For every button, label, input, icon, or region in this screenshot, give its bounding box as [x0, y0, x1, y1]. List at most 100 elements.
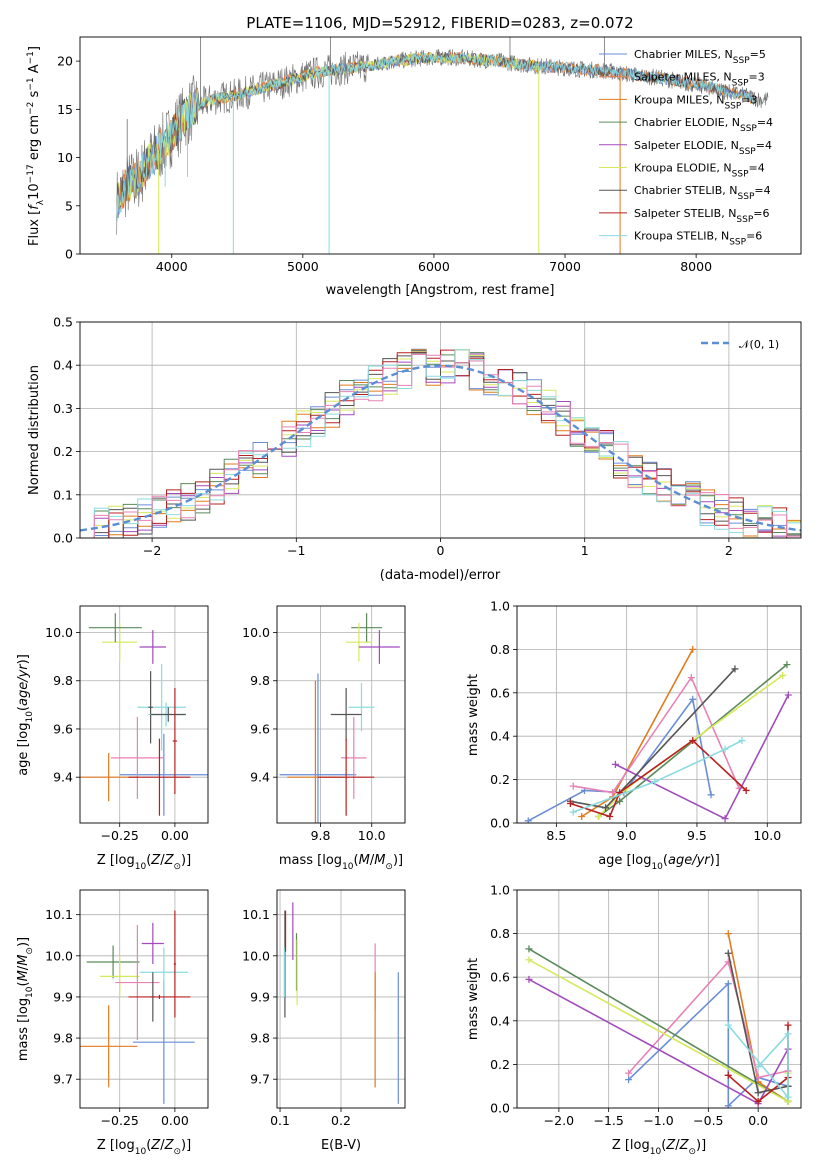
y-tick-label: 0 [65, 247, 73, 262]
legend-entry: Kroupa ELODIE, NSSP=4 [634, 162, 765, 180]
y-axis-label-part: s [27, 90, 42, 101]
weight-vs-age-panel: 8.5 9.0 9.5 10.0 0.0 0.2 0.4 0.6 0.8 1.0 age [log1… [466, 599, 802, 872]
y-tick-label: 10 [57, 150, 73, 165]
series-marker [651, 778, 659, 786]
x-tick-label: −1.5 [593, 1113, 623, 1128]
model-spectrum-line [116, 52, 755, 221]
legend-entry: Salpeter ELODIE, NSSP=4 [634, 139, 772, 157]
series-marker [754, 1097, 762, 1105]
y-tick-label: 0.4 [490, 729, 510, 744]
x-axis-label-part: )] [710, 853, 720, 868]
axes-frame [79, 889, 209, 1109]
x-axis-label-part: )] [181, 853, 191, 868]
x-axis-label-part: 10 [650, 1147, 662, 1157]
x-axis-label-part: ( [663, 853, 668, 868]
y-axis-label-part: ] [27, 46, 42, 51]
errorbar-group [279, 613, 400, 823]
x-axis-label-part: Z [150, 853, 161, 868]
x-axis-label-part: / [675, 1138, 680, 1153]
series-line [572, 739, 743, 813]
x-axis-label-part: 10 [135, 1147, 147, 1157]
y-tick-label: 5 [65, 198, 73, 213]
x-axis-label-part: 10 [342, 862, 354, 872]
series-marker [606, 812, 614, 820]
x-axis-label-part: Z [665, 1138, 676, 1153]
legend-entry-part: =6 [746, 230, 762, 243]
x-tick-label: 4000 [156, 259, 188, 274]
series-marker [738, 737, 746, 745]
y-axis-label-part: M [16, 970, 31, 981]
y-axis-label: age [log10(age/yr)] [16, 654, 35, 776]
series-marker [779, 671, 787, 679]
y-axis-label-part: ( [16, 706, 31, 711]
x-axis-label-part: ⊙ [173, 862, 181, 872]
y-tick-label: 0.2 [490, 1057, 510, 1072]
y-axis-label-part: A [27, 64, 42, 77]
x-axis-label-part: Z [log [97, 1138, 135, 1153]
x-tick-label: 0 [437, 543, 445, 558]
legend-entry-part: Chabrier STELIB, N [634, 184, 738, 197]
legend-entry-part: =3 [749, 71, 765, 84]
series-marker [525, 945, 533, 953]
axes-frame [79, 605, 209, 824]
x-axis-label-part: ( [354, 853, 359, 868]
legend-entry-part: SSP [738, 192, 755, 202]
series-marker [724, 949, 732, 957]
y-axis-label-part: age/yr [16, 663, 31, 706]
x-axis-label-part: ( [661, 1138, 666, 1153]
x-tick-label: −0.25 [101, 828, 139, 843]
series-marker [724, 1071, 732, 1079]
series-marker [724, 930, 732, 938]
y-axis-label: mass weight [466, 674, 481, 756]
legend-entry: Chabrier STELIB, NSSP=4 [634, 184, 771, 202]
y-axis-label-part: −1 [26, 51, 36, 64]
x-tick-label: 0.0 [748, 1113, 768, 1128]
y-tick-label: 9.4 [250, 770, 270, 785]
y-tick-label: 1.0 [490, 599, 510, 614]
y-axis-label: Normed distribution [27, 365, 42, 495]
axes-frame [276, 605, 406, 824]
x-tick-label: 2 [725, 543, 733, 558]
series-marker [595, 812, 603, 820]
y-axis-label-part: M [16, 955, 31, 966]
y-tick-label: 9.7 [250, 1072, 270, 1087]
y-tick-label: 9.8 [53, 673, 73, 688]
series-marker [525, 956, 533, 964]
y-axis-label-part: ⊙ [25, 947, 35, 955]
series-marker [689, 695, 697, 703]
legend-entry-part: Chabrier MILES, N [634, 48, 733, 61]
x-axis-label-part: ( [146, 1138, 151, 1153]
y-tick-label: 0.2 [490, 772, 510, 787]
y-axis-label-part: λ [36, 199, 46, 205]
y-tick-label: 0.0 [490, 816, 510, 831]
legend-entry-part: =4 [756, 139, 772, 152]
x-axis-label-part: )] [696, 1138, 706, 1153]
y-tick-label: 9.8 [250, 673, 270, 688]
x-tick-label: 0.00 [161, 828, 189, 843]
x-axis-label-part: / [370, 853, 375, 868]
series-marker [611, 760, 619, 768]
series-marker [784, 1030, 792, 1038]
residuals-panel: −2 −1 0 1 2 0.0 0.1 0.2 0.3 0.4 0.5 𝒩(0, 1) (data-mo… [27, 315, 802, 583]
x-axis-label-part: ⊙ [688, 1147, 696, 1157]
y-tick-label: 9.8 [53, 1031, 73, 1046]
x-axis-label-part: Z [164, 1138, 175, 1153]
y-axis-label-part: age [log [16, 723, 31, 776]
x-tick-label: 8000 [680, 259, 712, 274]
series-marker [578, 812, 586, 820]
x-axis-label-part: / [160, 1138, 165, 1153]
series-marker [602, 804, 610, 812]
x-axis-label-part: Z [log [97, 853, 135, 868]
series-marker [784, 1021, 792, 1029]
legend-entry: Chabrier ELODIE, NSSP=4 [634, 116, 773, 134]
mass-vs-Z-panel: −0.25 0.009.79.89.910.010.1Z [log10(Z/Z⊙)… [16, 889, 209, 1157]
y-axis-label-part: 10 [27, 183, 42, 200]
x-axis-label: age [log10(age/yr)] [598, 853, 720, 872]
x-axis-label-part: Z [164, 853, 175, 868]
series-marker [609, 789, 617, 797]
y-tick-label: 9.9 [250, 989, 270, 1004]
series-line [727, 1024, 789, 1100]
series-marker [625, 1069, 633, 1077]
